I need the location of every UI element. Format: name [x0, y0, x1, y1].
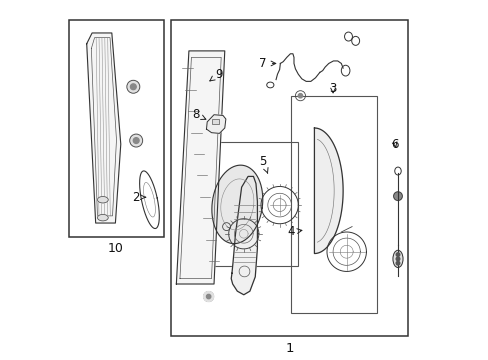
Circle shape: [129, 134, 142, 147]
Text: 10: 10: [107, 242, 123, 255]
Text: 3: 3: [329, 82, 336, 95]
Circle shape: [206, 294, 210, 299]
Ellipse shape: [97, 215, 108, 221]
Bar: [212, 119, 219, 125]
Circle shape: [133, 138, 139, 143]
Circle shape: [298, 94, 302, 98]
Text: 1: 1: [285, 342, 293, 355]
Text: 5: 5: [259, 155, 267, 173]
Bar: [69, 21, 163, 237]
Bar: [198, 142, 298, 266]
Text: 7: 7: [259, 57, 275, 70]
Text: 4: 4: [286, 225, 301, 238]
Polygon shape: [206, 115, 225, 134]
Text: 8: 8: [192, 108, 205, 121]
Text: 9: 9: [209, 68, 222, 81]
Ellipse shape: [97, 197, 108, 203]
Bar: [290, 96, 376, 313]
Text: 6: 6: [390, 138, 398, 150]
Polygon shape: [176, 51, 224, 284]
Circle shape: [126, 80, 140, 93]
Circle shape: [395, 257, 399, 261]
Circle shape: [395, 261, 399, 265]
Circle shape: [393, 192, 402, 201]
Circle shape: [395, 253, 399, 256]
Circle shape: [203, 292, 213, 302]
Circle shape: [130, 84, 136, 90]
Ellipse shape: [392, 250, 402, 267]
Text: 2: 2: [132, 191, 145, 204]
Polygon shape: [314, 128, 343, 253]
Polygon shape: [231, 176, 257, 295]
Polygon shape: [86, 33, 121, 223]
Polygon shape: [211, 165, 262, 244]
Bar: [171, 21, 407, 336]
